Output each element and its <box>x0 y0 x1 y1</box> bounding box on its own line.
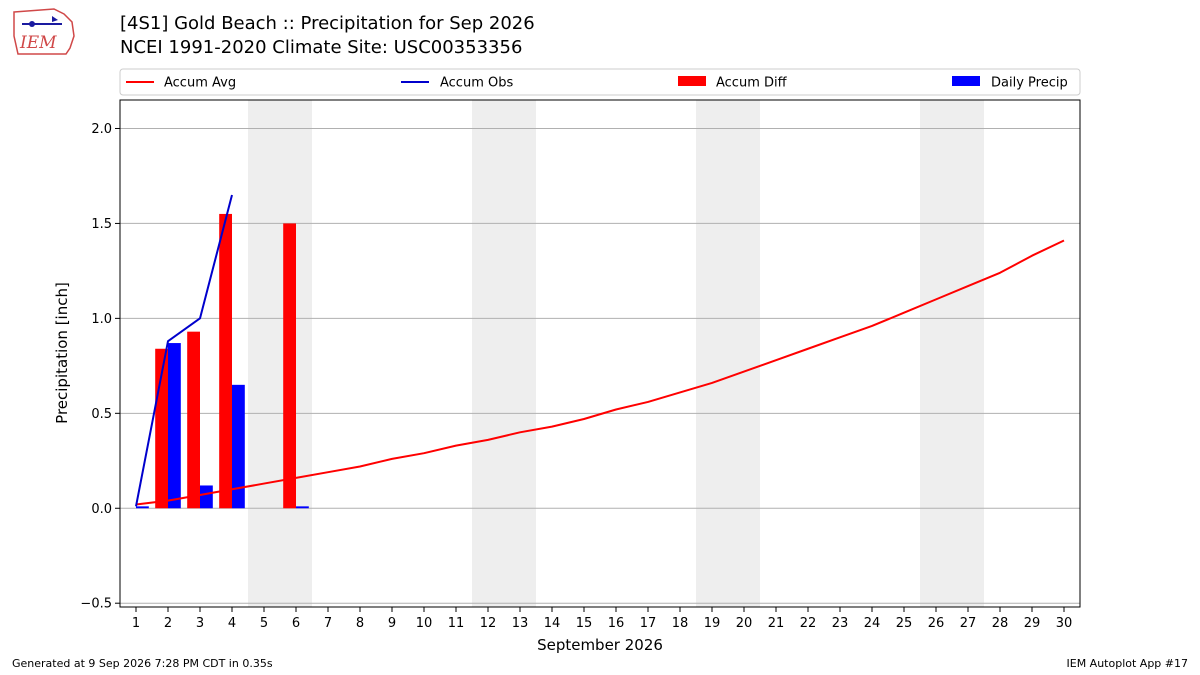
y-axis-label: Precipitation [inch] <box>53 282 71 424</box>
x-axis-label: September 2026 <box>537 636 663 654</box>
x-tick-label: 20 <box>736 616 753 631</box>
x-tick-label: 26 <box>928 616 945 631</box>
x-tick-label: 2 <box>164 616 172 631</box>
daily-precip-bar <box>232 384 245 509</box>
x-tick-label: 18 <box>672 616 689 631</box>
plot-frame <box>119 99 1081 608</box>
y-tick-label: 0.0 <box>91 502 112 517</box>
y-tick-label: −0.5 <box>80 597 112 612</box>
x-tick-label: 28 <box>992 616 1009 631</box>
legend-label-accum-diff: Accum Diff <box>716 76 788 91</box>
weekend-bands <box>248 100 984 607</box>
y-gridlines <box>120 127 1080 604</box>
daily-precip-bar <box>168 343 181 509</box>
legend-label-daily-precip: Daily Precip <box>991 76 1068 91</box>
x-tick-label: 29 <box>1024 616 1041 631</box>
accum-diff-bar <box>283 223 296 509</box>
legend-label-accum-avg: Accum Avg <box>164 76 236 91</box>
legend: Accum Avg Accum Obs Accum Diff Daily Pre… <box>119 68 1081 96</box>
accum-obs-line <box>135 194 233 507</box>
iem-logo: IEM <box>13 8 75 55</box>
x-tick-label: 8 <box>356 616 364 631</box>
daily-precip-bar <box>200 485 213 509</box>
y-axis: −0.5 0.0 0.5 1.0 1.5 2.0 <box>80 122 120 612</box>
lines <box>135 194 1065 507</box>
accum-diff-bar <box>187 331 200 509</box>
x-tick-label: 23 <box>832 616 849 631</box>
x-tick-label: 30 <box>1056 616 1073 631</box>
svg-text:IEM: IEM <box>19 33 57 53</box>
x-tick-label: 24 <box>864 616 881 631</box>
x-tick-label: 6 <box>292 616 300 631</box>
x-tick-label: 11 <box>448 616 465 631</box>
generated-timestamp: Generated at 9 Sep 2026 7:28 PM CDT in 0… <box>12 657 273 670</box>
x-tick-label: 15 <box>576 616 593 631</box>
x-tick-label: 22 <box>800 616 817 631</box>
y-tick-label: 1.5 <box>91 217 112 232</box>
app-label: IEM Autoplot App #17 <box>1066 657 1189 670</box>
accum-diff-bar <box>219 213 232 509</box>
x-tick-label: 7 <box>324 616 332 631</box>
daily-precip-bar <box>296 506 309 509</box>
y-tick-label: 0.5 <box>91 407 112 422</box>
x-tick-label: 10 <box>416 616 433 631</box>
y-tick-label: 2.0 <box>91 122 112 137</box>
legend-label-accum-obs: Accum Obs <box>440 76 513 91</box>
chart-title: [4S1] Gold Beach :: Precipitation for Se… <box>120 13 535 34</box>
daily-precip-bar <box>136 506 149 509</box>
weekend-band <box>920 100 984 607</box>
x-tick-label: 9 <box>388 616 396 631</box>
x-tick-label: 25 <box>896 616 913 631</box>
x-tick-label: 3 <box>196 616 204 631</box>
x-tick-label: 13 <box>512 616 529 631</box>
x-tick-label: 21 <box>768 616 785 631</box>
y-tick-label: 1.0 <box>91 312 112 327</box>
x-tick-label: 5 <box>260 616 268 631</box>
legend-swatch-accum-diff <box>678 76 706 86</box>
legend-swatch-daily-precip <box>952 76 980 86</box>
accum-avg-line <box>135 239 1065 506</box>
x-tick-label: 4 <box>228 616 236 631</box>
x-tick-label: 27 <box>960 616 977 631</box>
x-tick-label: 16 <box>608 616 625 631</box>
x-tick-label: 14 <box>544 616 561 631</box>
chart-subtitle: NCEI 1991-2020 Climate Site: USC00353356 <box>120 37 523 58</box>
x-tick-label: 17 <box>640 616 657 631</box>
x-tick-label: 12 <box>480 616 497 631</box>
weekend-band <box>248 100 312 607</box>
weekend-band <box>472 100 536 607</box>
x-tick-label: 19 <box>704 616 721 631</box>
x-axis: 1 2 3 4 5 6 7 8 9 10 11 12 13 14 15 16 17 18 19 20 21 22 23 24 2… <box>132 607 1072 631</box>
legend-box <box>119 68 1081 96</box>
weekend-band <box>696 100 760 607</box>
x-tick-label: 1 <box>132 616 140 631</box>
